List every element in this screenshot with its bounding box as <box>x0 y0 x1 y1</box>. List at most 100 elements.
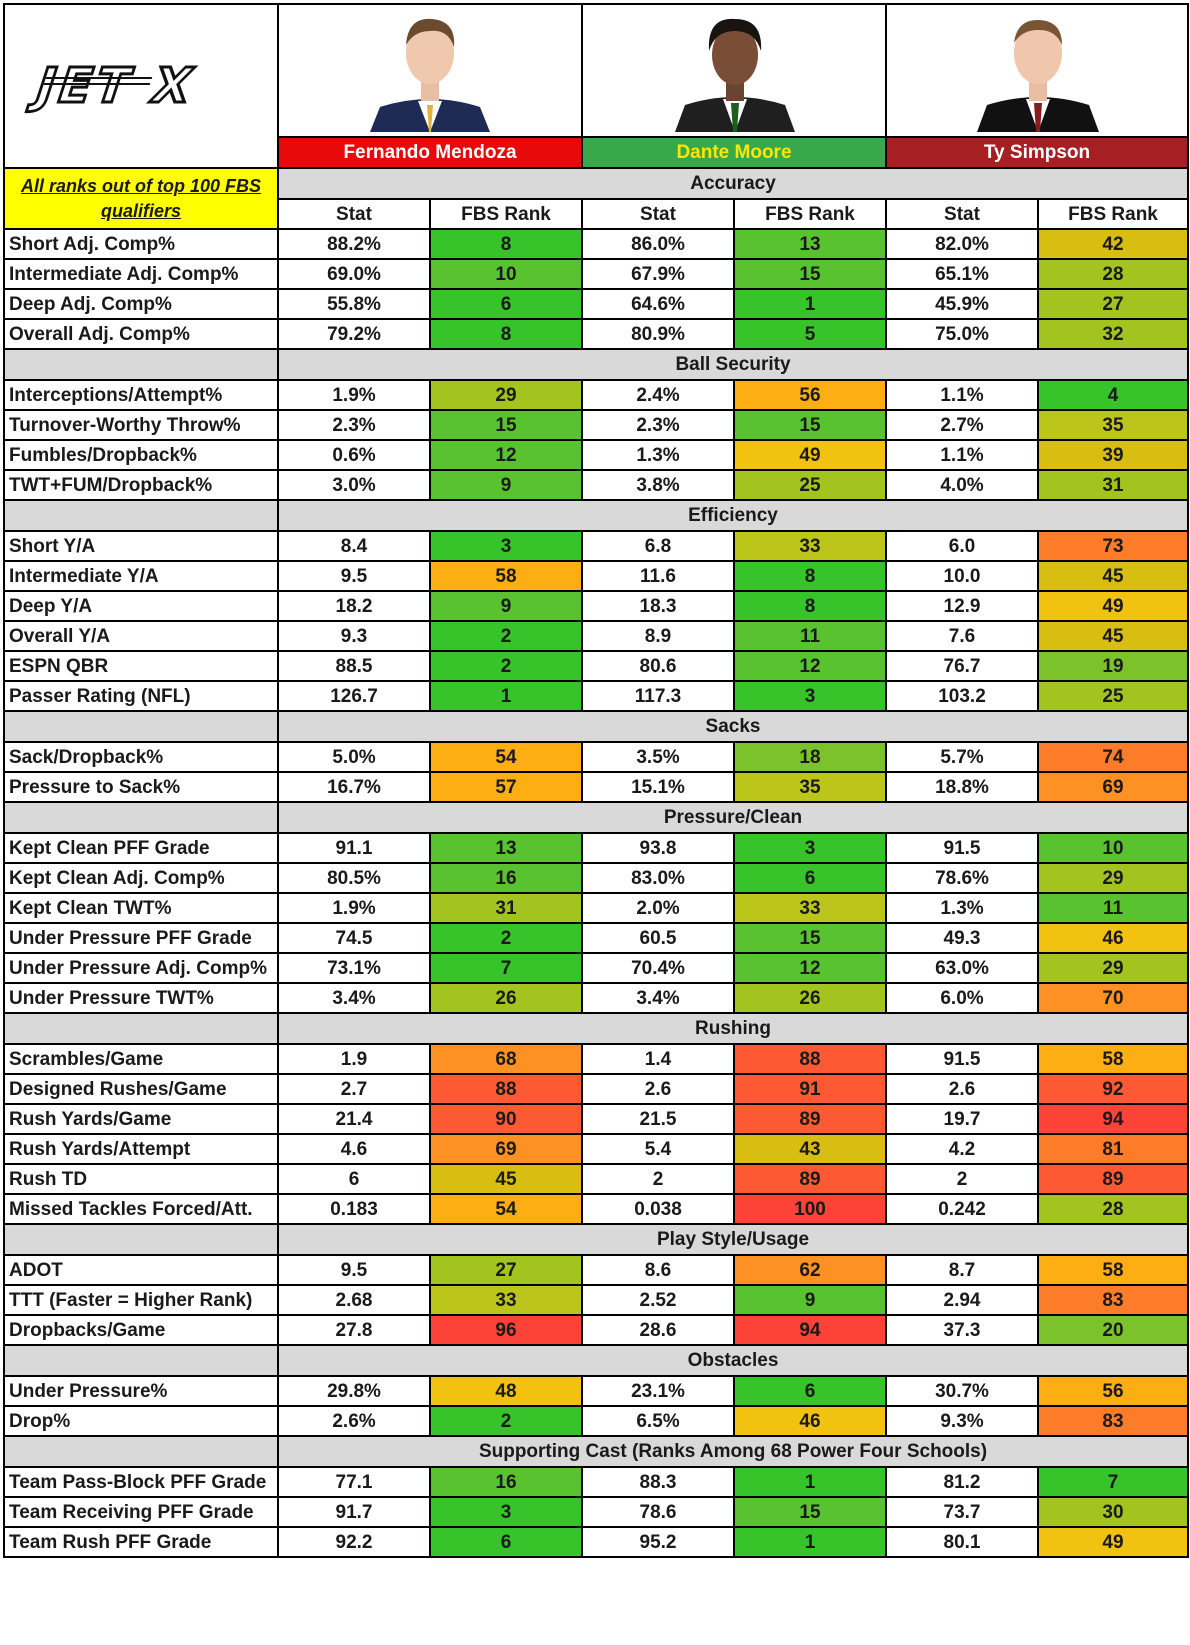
stat-row: Deep Y/A 18.2 9 18.3 8 12.9 49 <box>3 590 1189 622</box>
fbs-rank-cell: 45 <box>1037 620 1189 652</box>
fbs-rank-cell: 18 <box>733 741 887 773</box>
qb-comparison-sheet: JET X <box>3 3 1189 1642</box>
stat-value-cell: 5.4 <box>581 1133 735 1165</box>
stat-value-cell: 2.3% <box>581 409 735 441</box>
stat-value-cell: 11.6 <box>581 560 735 592</box>
fbs-rank-cell: 19 <box>1037 650 1189 682</box>
stat-row: Missed Tackles Forced/Att. 0.183 54 0.038 10… <box>3 1193 1189 1225</box>
stat-label: Team Pass-Block PFF Grade <box>3 1466 279 1498</box>
stat-row: Dropbacks/Game 27.8 96 28.6 94 37.3 20 <box>3 1314 1189 1346</box>
section-title: Rushing <box>277 1012 1189 1045</box>
stat-label: Scrambles/Game <box>3 1043 279 1075</box>
stat-label: Sack/Dropback% <box>3 741 279 773</box>
fbs-rank-cell: 69 <box>1037 771 1189 803</box>
stat-value-cell: 78.6% <box>885 862 1039 894</box>
fbs-rank-cell: 56 <box>733 379 887 411</box>
fbs-rank-cell: 43 <box>733 1133 887 1165</box>
fbs-rank-cell: 5 <box>733 318 887 350</box>
stat-value-cell: 67.9% <box>581 258 735 290</box>
stat-value-cell: 78.6 <box>581 1496 735 1528</box>
stat-row: Under Pressure Adj. Comp% 73.1% 7 70.4% 12 63… <box>3 952 1189 984</box>
fbs-rank-cell: 62 <box>733 1254 887 1286</box>
fbs-rank-cell: 32 <box>1037 318 1189 350</box>
stat-value-cell: 73.1% <box>277 952 431 984</box>
stat-label: Rush TD <box>3 1163 279 1195</box>
fbs-rank-cell: 29 <box>429 379 583 411</box>
stat-row: Under Pressure PFF Grade 74.5 2 60.5 15 49.3 4… <box>3 922 1189 954</box>
stat-value-cell: 2 <box>581 1163 735 1195</box>
stat-value-cell: 83.0% <box>581 862 735 894</box>
stats-table: JET X <box>3 3 1189 1558</box>
stat-value-cell: 80.5% <box>277 862 431 894</box>
section-header-row: All ranks out of top 100 FBS qualifiers A… <box>3 167 1189 230</box>
stat-row: Team Receiving PFF Grade 91.7 3 78.6 15 73.7 3… <box>3 1496 1189 1528</box>
stat-row: Kept Clean Adj. Comp% 80.5% 16 83.0% 6 78.6% 2… <box>3 862 1189 894</box>
fbs-rank-cell: 45 <box>429 1163 583 1195</box>
stat-value-cell: 91.5 <box>885 1043 1039 1075</box>
fbs-rank-cell: 8 <box>733 560 887 592</box>
fbs-rank-cell: 35 <box>733 771 887 803</box>
stat-value-cell: 80.1 <box>885 1526 1039 1558</box>
stat-label: Kept Clean PFF Grade <box>3 832 279 864</box>
fbs-rank-cell: 48 <box>429 1375 583 1407</box>
stat-value-cell: 79.2% <box>277 318 431 350</box>
stat-row: Turnover-Worthy Throw% 2.3% 15 2.3% 15 2.7% 35 <box>3 409 1189 441</box>
fbs-rank-cell: 25 <box>1037 680 1189 712</box>
stat-label: Rush Yards/Attempt <box>3 1133 279 1165</box>
player-name-simpson: Ty Simpson <box>885 136 1189 169</box>
stat-value-cell: 0.242 <box>885 1193 1039 1225</box>
fbs-rank-cell: 31 <box>1037 469 1189 501</box>
stat-row: Designed Rushes/Game 2.7 88 2.6 91 2.6 92 <box>3 1073 1189 1105</box>
fbs-rank-cell: 26 <box>733 982 887 1014</box>
jetx-logo: JET X <box>24 56 205 116</box>
stat-value-cell: 74.5 <box>277 922 431 954</box>
stat-value-cell: 2.7 <box>277 1073 431 1105</box>
fbs-rank-cell: 70 <box>1037 982 1189 1014</box>
fbs-rank-cell: 28 <box>1037 258 1189 290</box>
fbs-rank-cell: 74 <box>1037 741 1189 773</box>
fbs-rank-cell: 54 <box>429 741 583 773</box>
fbs-rank-cell: 100 <box>733 1193 887 1225</box>
stat-value-cell: 8.6 <box>581 1254 735 1286</box>
stat-label: Team Receiving PFF Grade <box>3 1496 279 1528</box>
fbs-rank-cell: 57 <box>429 771 583 803</box>
stat-value-cell: 2.6 <box>581 1073 735 1105</box>
stat-row: Passer Rating (NFL) 126.7 1 117.3 3 103.2 25 <box>3 680 1189 712</box>
fbs-rank-cell: 15 <box>429 409 583 441</box>
fbs-rank-cell: 9 <box>429 590 583 622</box>
fbs-rank-cell: 15 <box>733 922 887 954</box>
stat-value-cell: 80.6 <box>581 650 735 682</box>
stat-label: Missed Tackles Forced/Att. <box>3 1193 279 1225</box>
stat-label: Overall Y/A <box>3 620 279 652</box>
stat-value-cell: 7.6 <box>885 620 1039 652</box>
stat-label: Deep Adj. Comp% <box>3 288 279 320</box>
stat-label: Under Pressure Adj. Comp% <box>3 952 279 984</box>
stat-row: ESPN QBR 88.5 2 80.6 12 76.7 19 <box>3 650 1189 682</box>
stat-value-cell: 8.9 <box>581 620 735 652</box>
section-title: Sacks <box>277 710 1189 743</box>
fbs-rank-cell: 89 <box>733 1163 887 1195</box>
stat-value-cell: 30.7% <box>885 1375 1039 1407</box>
section-header-row: Supporting Cast (Ranks Among 68 Power Fo… <box>3 1435 1189 1468</box>
stat-value-cell: 5.7% <box>885 741 1039 773</box>
stat-value-cell: 1.4 <box>581 1043 735 1075</box>
stat-value-cell: 88.3 <box>581 1466 735 1498</box>
stat-label: Fumbles/Dropback% <box>3 439 279 471</box>
fbs-rank-cell: 46 <box>1037 922 1189 954</box>
fbs-rank-cell: 33 <box>429 1284 583 1316</box>
section-title: Pressure/Clean <box>277 801 1189 834</box>
stat-value-cell: 2.6 <box>885 1073 1039 1105</box>
fbs-rank-cell: 2 <box>429 620 583 652</box>
stat-value-cell: 82.0% <box>885 228 1039 260</box>
fbs-rank-cell: 35 <box>1037 409 1189 441</box>
stat-value-cell: 1.3% <box>885 892 1039 924</box>
fbs-rank-cell: 7 <box>429 952 583 984</box>
stat-label: TTT (Faster = Higher Rank) <box>3 1284 279 1316</box>
fbs-rank-cell: 11 <box>1037 892 1189 924</box>
section-gap-cell <box>3 710 279 743</box>
fbs-rank-cell: 94 <box>733 1314 887 1346</box>
section-header-row: Ball Security <box>3 348 1189 381</box>
stat-label: Passer Rating (NFL) <box>3 680 279 712</box>
stat-value-cell: 27.8 <box>277 1314 431 1346</box>
stat-value-cell: 19.7 <box>885 1103 1039 1135</box>
